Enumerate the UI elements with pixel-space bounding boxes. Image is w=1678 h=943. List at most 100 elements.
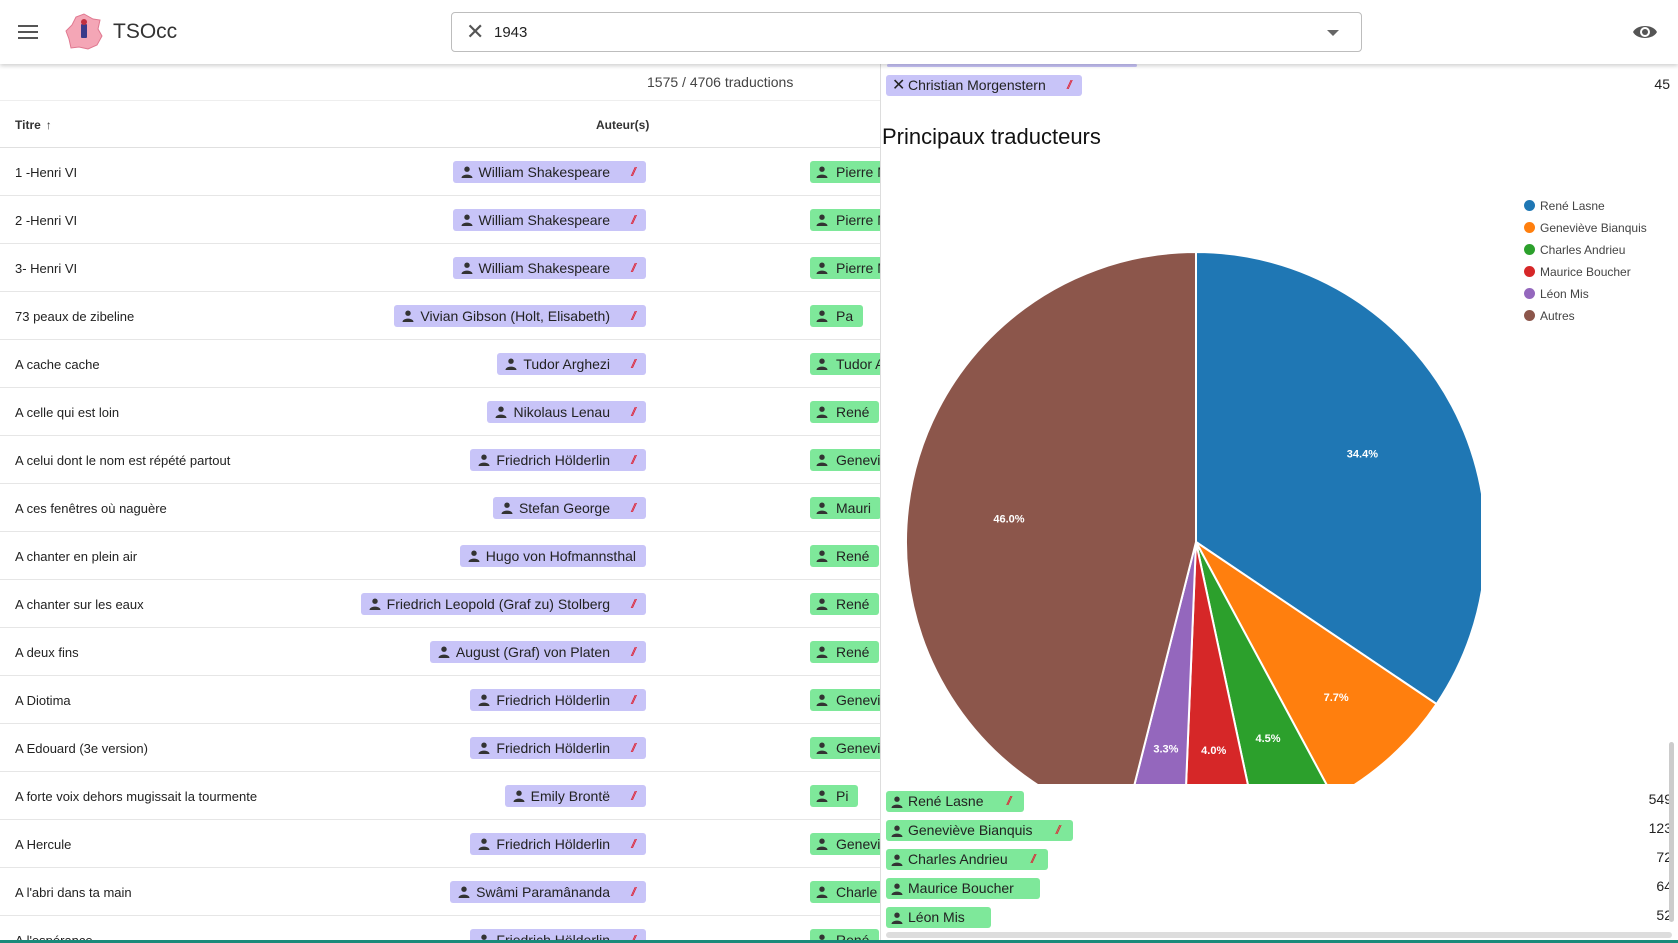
- pie-slice[interactable]: [1184, 541, 1257, 784]
- author-chip[interactable]: Swâmi Paramânanda //: [450, 881, 646, 903]
- table-row[interactable]: A deux fins August (Graf) von Platen // Ren…: [0, 628, 880, 676]
- author-chip[interactable]: Hugo von Hofmannsthal: [459, 545, 646, 567]
- translator-chip[interactable]: Geneviève: [810, 449, 880, 471]
- translator-chip[interactable]: Geneviève Bianquis //: [886, 820, 1073, 841]
- translator-chip[interactable]: Charle: [810, 881, 880, 903]
- translator-chip[interactable]: René Lasne //: [886, 791, 1024, 812]
- translator-chip[interactable]: René: [810, 401, 880, 423]
- link-icon[interactable]: //: [631, 405, 635, 419]
- table-row[interactable]: A Edouard (3e version) Friedrich Hölderli…: [0, 724, 880, 772]
- link-icon[interactable]: //: [631, 645, 635, 659]
- link-icon[interactable]: //: [631, 213, 635, 227]
- link-icon[interactable]: //: [631, 261, 635, 275]
- link-icon[interactable]: //: [631, 933, 635, 943]
- horizontal-scrollbar[interactable]: [886, 932, 1672, 938]
- link-icon[interactable]: //: [631, 837, 635, 851]
- table-row[interactable]: A l'abri dans ta main Swâmi Paramânanda //…: [0, 868, 880, 916]
- author-chip[interactable]: Emily Brontë //: [504, 785, 646, 807]
- pie-slice[interactable]: [1195, 541, 1438, 784]
- translator-chip[interactable]: Geneviève: [810, 833, 880, 855]
- legend-item[interactable]: René Lasne: [1524, 199, 1647, 221]
- link-icon[interactable]: //: [631, 501, 635, 515]
- translator-chip[interactable]: Maurice Boucher: [886, 878, 1040, 899]
- legend-item[interactable]: Geneviève Bianquis: [1524, 221, 1647, 243]
- remove-icon[interactable]: ✕: [892, 77, 906, 94]
- translator-chip[interactable]: Tudor A: [810, 353, 880, 375]
- table-row[interactable]: 73 peaux de zibeline Vivian Gibson (Holt,…: [0, 292, 880, 340]
- author-chip[interactable]: Friedrich Hölderlin //: [470, 929, 646, 943]
- link-icon[interactable]: //: [631, 453, 635, 467]
- link-icon[interactable]: //: [1006, 794, 1011, 808]
- translator-chip[interactable]: René: [810, 641, 880, 663]
- link-icon[interactable]: //: [631, 357, 635, 371]
- legend-item[interactable]: Léon Mis: [1524, 287, 1647, 309]
- author-chip[interactable]: Nikolaus Lenau //: [487, 401, 646, 423]
- link-icon[interactable]: //: [631, 597, 635, 611]
- translator-chip[interactable]: Pierre M: [810, 161, 880, 183]
- column-header-title[interactable]: Titre ↑: [15, 118, 52, 132]
- translator-chip[interactable]: Léon Mis: [886, 907, 991, 928]
- author-chip[interactable]: Stefan George //: [492, 497, 646, 519]
- link-icon[interactable]: //: [631, 741, 635, 755]
- author-chip[interactable]: Friedrich Hölderlin //: [470, 689, 646, 711]
- author-chip[interactable]: William Shakespeare //: [452, 161, 646, 183]
- translator-chip[interactable]: Pi: [810, 785, 859, 807]
- translator-chip[interactable]: René: [810, 593, 880, 615]
- search-field[interactable]: ✕ 1943: [451, 12, 1362, 52]
- author-chip[interactable]: Vivian Gibson (Holt, Elisabeth) //: [394, 305, 646, 327]
- translator-chip[interactable]: Charles Andrieu //: [886, 849, 1048, 870]
- link-icon[interactable]: //: [631, 693, 635, 707]
- table-row[interactable]: A forte voix dehors mugissait la tourmen…: [0, 772, 880, 820]
- table-row[interactable]: A celle qui est loin Nikolaus Lenau // René: [0, 388, 880, 436]
- translator-chip[interactable]: Geneviève: [810, 689, 880, 711]
- table-row[interactable]: 1 -Henri VI William Shakespeare // Pierre M: [0, 148, 880, 196]
- eye-icon[interactable]: [1632, 20, 1658, 44]
- translator-chip[interactable]: Geneviève: [810, 737, 880, 759]
- legend-item[interactable]: Charles Andrieu: [1524, 243, 1647, 265]
- pie-slice[interactable]: [905, 250, 1197, 784]
- translator-chip[interactable]: Pierre M: [810, 257, 880, 279]
- menu-icon[interactable]: [16, 22, 40, 42]
- translator-chip[interactable]: René: [810, 545, 880, 567]
- search-value[interactable]: 1943: [494, 24, 528, 41]
- dropdown-caret-icon[interactable]: [1327, 30, 1339, 36]
- table-row[interactable]: A chanter en plein air Hugo von Hofmannst…: [0, 532, 880, 580]
- author-chip[interactable]: Tudor Arghezi //: [497, 353, 646, 375]
- translator-chip[interactable]: Pierre M: [810, 209, 880, 231]
- vertical-scrollbar[interactable]: [1669, 742, 1674, 922]
- link-icon[interactable]: //: [1067, 78, 1071, 92]
- link-icon[interactable]: //: [1030, 852, 1035, 866]
- legend-item[interactable]: Autres: [1524, 309, 1647, 331]
- translator-chip[interactable]: Pa: [810, 305, 864, 327]
- table-row[interactable]: A chanter sur les eaux Friedrich Leopold …: [0, 580, 880, 628]
- link-icon[interactable]: //: [631, 885, 635, 899]
- table-row[interactable]: A Diotima Friedrich Hölderlin // Geneviève: [0, 676, 880, 724]
- translator-chip[interactable]: René: [810, 929, 880, 943]
- author-chip[interactable]: Friedrich Hölderlin //: [470, 737, 646, 759]
- table-row[interactable]: A cache cache Tudor Arghezi // Tudor A: [0, 340, 880, 388]
- author-chip[interactable]: William Shakespeare //: [452, 209, 646, 231]
- person-icon: [461, 214, 472, 226]
- table-row[interactable]: A l'espérance Friedrich Hölderlin // René: [0, 916, 880, 943]
- link-icon[interactable]: //: [631, 165, 635, 179]
- table-row[interactable]: A ces fenêtres où naguère Stefan George //…: [0, 484, 880, 532]
- pie-slice[interactable]: [1195, 541, 1333, 784]
- author-chip[interactable]: Friedrich Leopold (Graf zu) Stolberg //: [360, 593, 646, 615]
- table-row[interactable]: 2 -Henri VI William Shakespeare // Pierre M: [0, 196, 880, 244]
- legend-item[interactable]: Maurice Boucher: [1524, 265, 1647, 287]
- link-icon[interactable]: //: [631, 789, 635, 803]
- author-chip[interactable]: ✕ Christian Morgenstern //: [886, 75, 1082, 96]
- author-chip[interactable]: Friedrich Hölderlin //: [470, 833, 646, 855]
- pie-slice[interactable]: [1195, 250, 1481, 706]
- table-row[interactable]: A Hercule Friedrich Hölderlin // Geneviève: [0, 820, 880, 868]
- table-row[interactable]: 3- Henri VI William Shakespeare // Pierre M: [0, 244, 880, 292]
- clear-icon[interactable]: ✕: [466, 19, 485, 44]
- translator-chip[interactable]: Mauri: [810, 497, 880, 519]
- author-chip[interactable]: August (Graf) von Platen //: [429, 641, 646, 663]
- author-chip[interactable]: William Shakespeare //: [452, 257, 646, 279]
- author-chip[interactable]: Friedrich Hölderlin //: [470, 449, 646, 471]
- column-header-authors[interactable]: Auteur(s): [596, 118, 650, 132]
- link-icon[interactable]: //: [1055, 823, 1060, 837]
- link-icon[interactable]: //: [631, 309, 635, 323]
- table-row[interactable]: A celui dont le nom est répété partout Fr…: [0, 436, 880, 484]
